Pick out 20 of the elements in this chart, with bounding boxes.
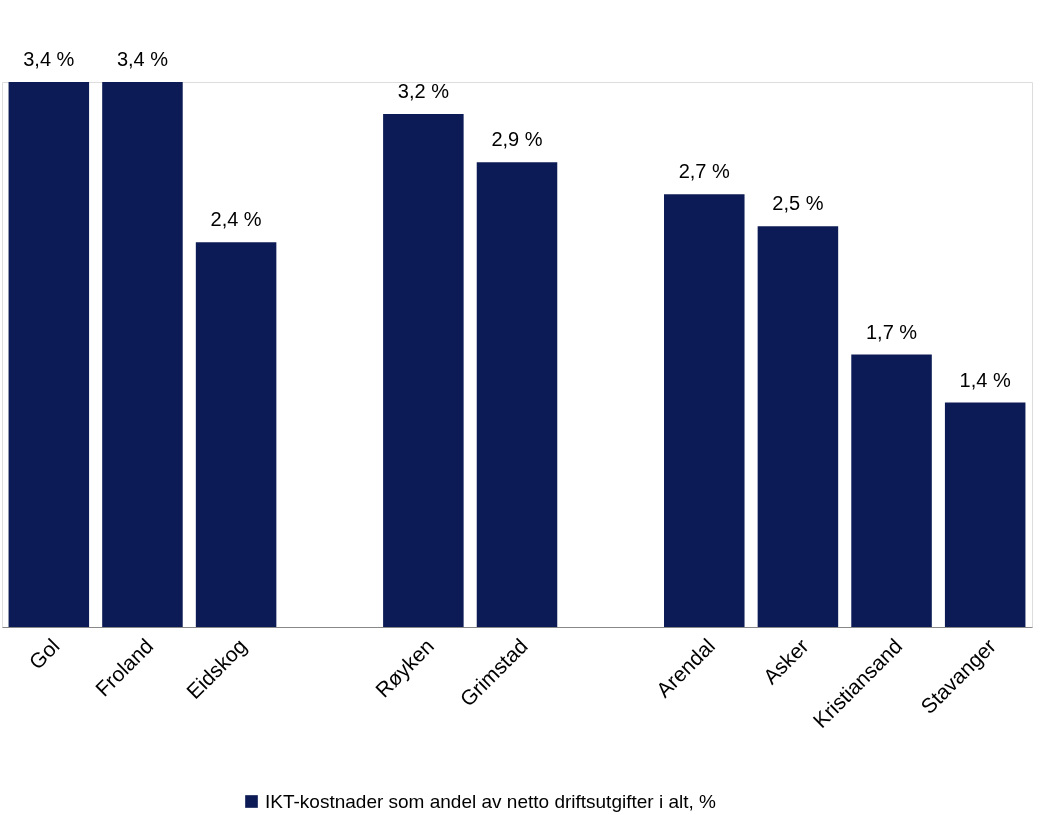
- x-tick-label: Gol: [24, 634, 64, 674]
- bar: [383, 114, 464, 627]
- bar: [944, 402, 1026, 627]
- data-label: 2,5 %: [772, 192, 824, 215]
- legend-label: IKT-kostnader som andel av netto driftsutgifter i alt, %: [265, 790, 717, 812]
- bar: [851, 354, 932, 627]
- bar: [195, 242, 277, 627]
- data-label: 3,4 %: [23, 48, 75, 70]
- data-label: 1,7 %: [865, 320, 918, 343]
- bar: [8, 82, 90, 627]
- data-label: 3,4 %: [116, 48, 169, 70]
- bar: [102, 82, 183, 627]
- bar: [664, 194, 745, 627]
- bar: [476, 162, 558, 627]
- data-label: 1,4 %: [959, 368, 1011, 391]
- data-label: 2,7 %: [678, 160, 731, 183]
- data-label: 2,4 %: [210, 208, 262, 231]
- bar: [757, 226, 839, 627]
- data-label: 3,2 %: [397, 80, 450, 103]
- data-label: 2,9 %: [491, 128, 543, 151]
